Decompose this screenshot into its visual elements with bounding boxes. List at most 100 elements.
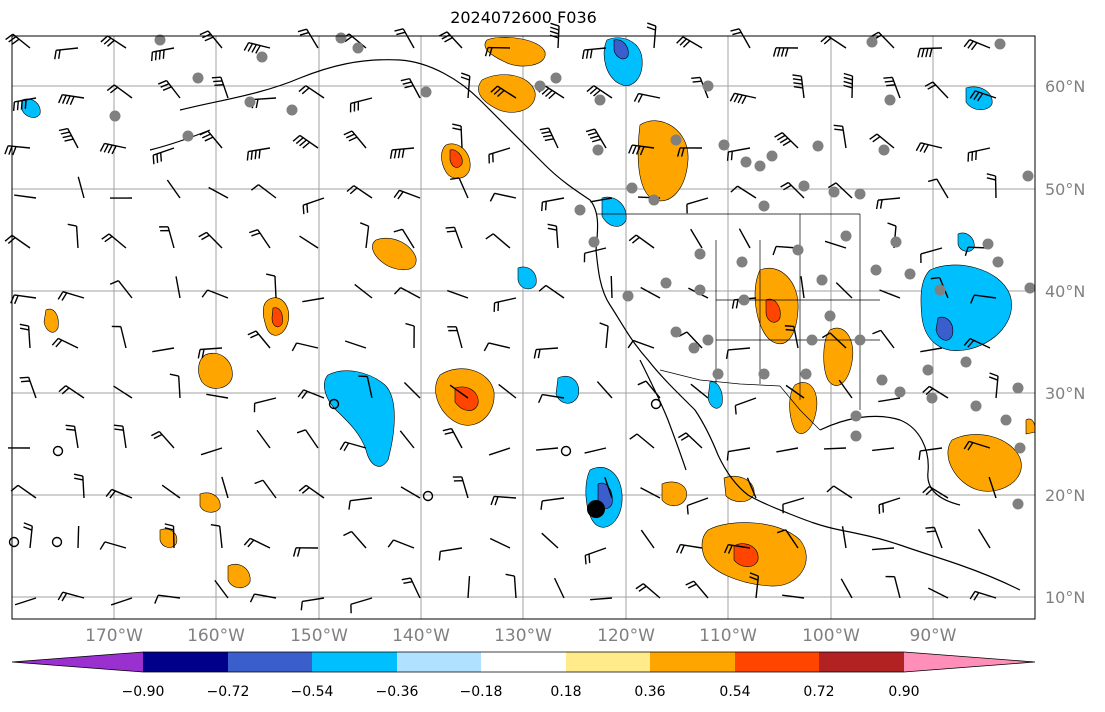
wind-barb-flag [633, 93, 640, 102]
contour-negative [603, 37, 643, 86]
wind-barb-flag [255, 45, 261, 54]
wind-barb-flag [544, 138, 554, 142]
map-frame [11, 35, 1036, 620]
wind-barb-flag [776, 529, 786, 534]
wind-barb-flag [539, 127, 549, 131]
wind-barb-flag [923, 144, 929, 153]
lon-label-150: 150°W [290, 626, 348, 646]
wind-barb-flag [732, 31, 742, 36]
station-dot [534, 80, 546, 92]
wind-barb-flag [23, 526, 33, 531]
wind-barb-flag [726, 151, 730, 161]
wind-barb-flag [729, 92, 736, 102]
wind-barb-flag [99, 143, 106, 152]
wind-barb-flag [154, 594, 159, 604]
wind-barb-flag [587, 131, 597, 136]
lon-label-140: 140°W [392, 626, 450, 646]
wind-barb-flag [737, 94, 743, 104]
wind-barb-shaft [553, 577, 565, 599]
wind-barb-flag [821, 332, 831, 339]
wind-barb-flag [394, 28, 404, 32]
wind-barb-flag [921, 48, 925, 58]
wind-barb-shaft [645, 380, 661, 399]
wind-barb-shaft [113, 385, 133, 399]
wind-barb-flag [680, 147, 685, 157]
wind-barb-flag [986, 173, 996, 177]
station-dot [688, 342, 700, 354]
wind-barb-flag [251, 232, 261, 237]
wind-barb-flag [254, 150, 257, 160]
wind-barb-flag [540, 500, 543, 510]
wind-barb-flag [107, 144, 113, 154]
pacific-coastline [179, 59, 1021, 591]
calm-wind-circle [51, 536, 63, 548]
wind-barb-flag [638, 585, 647, 592]
wind-barb-shaft [920, 247, 943, 255]
wind-barb-flag [589, 87, 598, 95]
contour-negative [601, 196, 627, 227]
wind-barb-flag [726, 451, 729, 461]
wind-barb-shaft [393, 539, 415, 549]
wind-barb-flag [537, 349, 541, 359]
wind-barb-flag [51, 337, 59, 346]
contour-positive [198, 353, 233, 389]
wind-barb-flag [393, 287, 402, 295]
station-dot [192, 72, 204, 84]
wind-barb-flag [111, 145, 117, 155]
wind-barb-flag [925, 48, 929, 58]
wind-barb-shaft [354, 283, 373, 299]
wind-barb-shaft [221, 476, 229, 499]
lat-label-30: 30°N [1045, 384, 1086, 403]
wind-barb-shaft [782, 594, 805, 599]
wind-barb-flag [678, 331, 688, 337]
wind-barb-flag [444, 37, 453, 43]
wind-barb-flag [970, 42, 978, 51]
colorbar-segment [312, 652, 397, 672]
station-dot [1014, 442, 1026, 454]
wind-barb-flag [101, 233, 110, 240]
wind-barb-flag [544, 201, 547, 211]
wind-barb-flag [599, 322, 609, 327]
station-dot [994, 38, 1006, 50]
wind-barb-flag [154, 51, 157, 61]
wind-barb-shaft [206, 393, 229, 399]
wind-barb-shaft [880, 329, 895, 349]
contour-positive [484, 37, 546, 67]
wind-barb-shaft [584, 447, 607, 454]
wind-barb-shaft [498, 383, 517, 399]
wind-barb-flag [301, 390, 308, 399]
wind-barb-flag [631, 236, 640, 244]
wind-barb-shaft [75, 226, 79, 249]
wind-barb-flag [887, 222, 897, 227]
wind-barb-flag [628, 234, 637, 242]
wind-barb-flag [884, 80, 894, 83]
highlight-station-marker [587, 500, 605, 518]
wind-barb-flag [160, 83, 170, 88]
wind-barb-flag [635, 145, 641, 155]
wind-barb-flag [300, 601, 303, 611]
wind-barb-shaft [633, 339, 655, 349]
wind-barb-flag [731, 299, 735, 309]
wind-barb-flag [875, 200, 879, 210]
wind-barb-flag [925, 488, 934, 496]
wind-barb-flag [780, 181, 789, 188]
wind-barb-flag [164, 527, 174, 531]
wind-barb-flag [4, 145, 9, 155]
station-dot [670, 134, 682, 146]
wind-barb-flag [730, 185, 738, 193]
wind-barb-shaft [117, 280, 133, 299]
wind-barb-flag [505, 573, 515, 577]
station-dot [550, 72, 562, 84]
wind-barb-flag [927, 84, 936, 90]
wind-barb-shaft [686, 331, 703, 349]
contour-positive [227, 563, 251, 589]
wind-barb-flag [547, 227, 557, 231]
wind-barb-flag [734, 405, 737, 415]
calm-wind-circle [560, 445, 572, 457]
wind-barb-flag [100, 35, 109, 43]
wind-barb-shaft [254, 593, 277, 599]
wind-barb-flag [400, 77, 410, 82]
wind-barb-shaft [838, 379, 853, 399]
wind-barb-flag [725, 349, 729, 359]
wind-barb-flag [967, 339, 975, 348]
